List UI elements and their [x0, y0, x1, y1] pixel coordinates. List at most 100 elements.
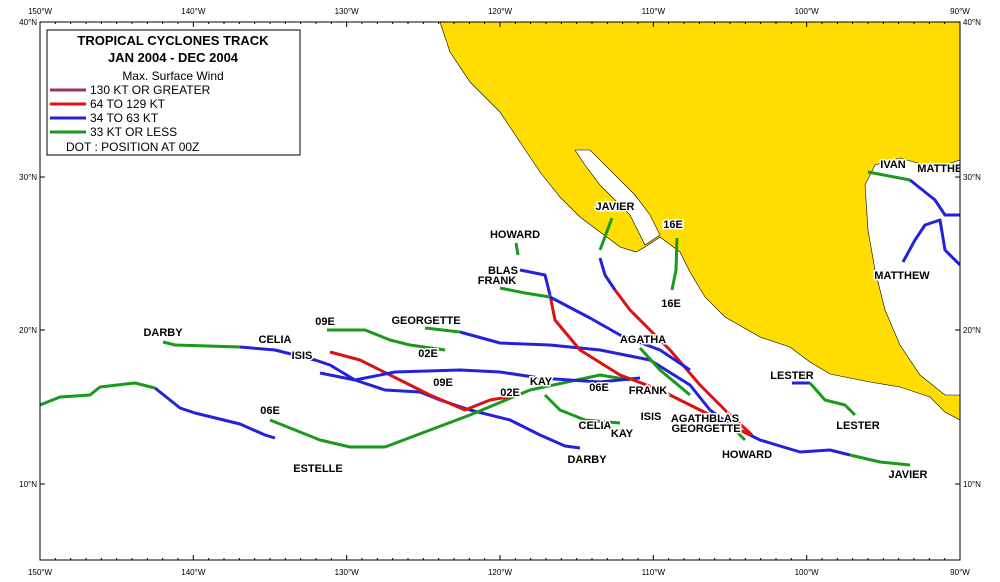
lon-label: 110°W: [642, 568, 666, 577]
track: [514, 242, 520, 256]
lon-label: 90°W: [950, 7, 970, 16]
lat-label: 10°N: [963, 480, 981, 489]
track: [549, 295, 691, 372]
track: [749, 433, 851, 457]
storm-label: CELIA: [259, 334, 292, 346]
storm-label: HOWARD: [722, 449, 772, 461]
storm-label: GEORGETTE: [391, 315, 460, 327]
lon-label: 140°W: [181, 568, 206, 577]
track: [519, 268, 552, 296]
track: [613, 289, 754, 437]
track: [424, 326, 461, 334]
track: [154, 386, 276, 440]
track: [459, 330, 731, 427]
lat-label: 30°N: [19, 173, 37, 182]
lat-label: 20°N: [963, 326, 981, 335]
legend-note: DOT : POSITION AT 00Z: [66, 140, 199, 154]
storm-label: IVAN: [880, 159, 906, 171]
track: [901, 218, 960, 267]
storm-label: FRANK: [478, 275, 517, 287]
storm-label: KAY: [530, 376, 553, 388]
lat-label: 30°N: [963, 173, 981, 182]
lat-label: 10°N: [19, 480, 37, 489]
storm-label: MATTHEW: [917, 163, 973, 175]
track: [849, 453, 911, 467]
track: [638, 346, 691, 397]
storm-label: 16E: [663, 219, 683, 231]
legend-title: TROPICAL CYCLONES TRACK: [77, 33, 269, 48]
storm-label: 09E: [433, 377, 453, 389]
legend-label: 130 KT OR GREATER: [90, 83, 211, 97]
legend: TROPICAL CYCLONES TRACK JAN 2004 - DEC 2…: [46, 29, 301, 156]
track: [867, 170, 911, 182]
track: [162, 340, 241, 349]
storm-label: FRANK: [629, 385, 668, 397]
legend-label: 34 TO 63 KT: [90, 111, 159, 125]
land: [439, 22, 960, 421]
storm-label: LESTER: [770, 370, 813, 382]
lon-label: 130°W: [335, 7, 360, 16]
storm-label: HOWARD: [490, 229, 540, 241]
lon-label: 120°W: [488, 568, 513, 577]
lat-label: 40°N: [19, 18, 37, 27]
legend-subtitle: Max. Surface Wind: [122, 69, 223, 83]
storm-label: CELIA: [579, 420, 612, 432]
storm-label: JAVIER: [596, 201, 635, 213]
storm-label: LESTER: [836, 420, 879, 432]
track: [239, 345, 581, 450]
legend-box: [46, 29, 301, 156]
legend-period: JAN 2004 - DEC 2004: [108, 50, 239, 65]
storm-label: GEORGETTE: [671, 423, 740, 435]
track: [329, 350, 521, 412]
track: [670, 237, 679, 291]
storm-label: DARBY: [143, 327, 183, 339]
legend-label: 33 KT OR LESS: [90, 125, 177, 139]
track: [499, 286, 551, 299]
storm-label: KAY: [611, 428, 634, 440]
map-area: GEORGETTE DARBY CELIA 09E ISIS 02E 09E K…: [40, 22, 973, 483]
lon-label: 120°W: [488, 7, 513, 16]
storm-label: AGATHA: [620, 334, 666, 346]
storm-label: ISIS: [292, 350, 313, 362]
track: [327, 328, 446, 352]
track: [319, 368, 641, 384]
storm-label: 16E: [661, 298, 681, 310]
storm-label: 06E: [260, 405, 280, 417]
lon-label: 150°W: [28, 7, 53, 16]
lon-label: 90°W: [950, 568, 970, 577]
track: [808, 382, 857, 417]
storm-label: 02E: [500, 387, 520, 399]
storm-label: ISIS: [641, 411, 662, 423]
track: [543, 393, 621, 425]
track: [40, 381, 156, 407]
graticule-ticks: 150°W 150°W 140°W 140°W 130°W 130°W 120°W 120°W…: [19, 7, 981, 577]
legend-label: 64 TO 129 KT: [90, 97, 166, 111]
tracks: [40, 170, 960, 467]
lon-label: 100°W: [795, 568, 820, 577]
lon-label: 110°W: [642, 7, 666, 16]
storm-labels: GEORGETTE DARBY CELIA 09E ISIS 02E 09E K…: [142, 158, 973, 483]
lon-label: 130°W: [335, 568, 360, 577]
track: [909, 178, 960, 217]
storm-label: MATTHEW: [874, 270, 930, 282]
lon-label: 100°W: [795, 7, 820, 16]
lat-label: 20°N: [19, 326, 37, 335]
lat-label: 40°N: [963, 18, 981, 27]
storm-label: 06E: [589, 382, 609, 394]
storm-label: ESTELLE: [293, 463, 343, 475]
track: [598, 217, 614, 251]
storm-label: JAVIER: [889, 469, 928, 481]
storm-label: 02E: [418, 348, 438, 360]
track: [548, 294, 751, 437]
lon-label: 140°W: [181, 7, 206, 16]
storm-label: AGATHBLAS: [671, 413, 739, 425]
storm-label: BLAS: [488, 265, 518, 277]
storm-label: 09E: [315, 316, 335, 328]
storm-label: DARBY: [567, 454, 607, 466]
gulf-of-california: [574, 149, 661, 246]
lon-label: 150°W: [28, 568, 53, 577]
track: [269, 373, 631, 449]
